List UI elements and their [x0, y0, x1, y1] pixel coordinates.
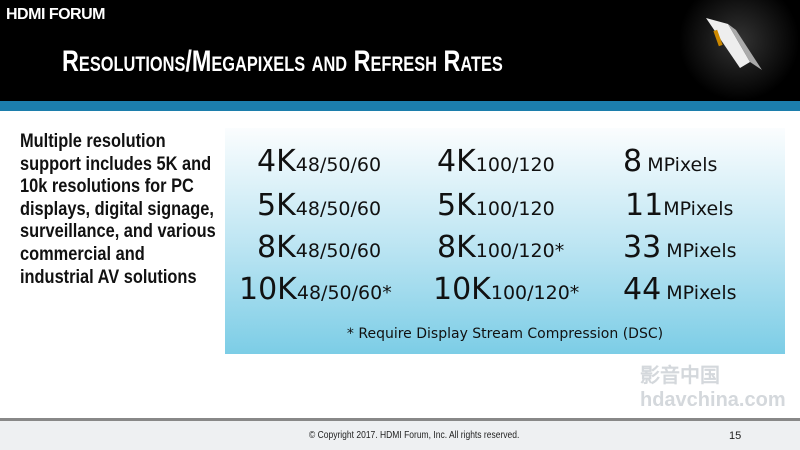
brand-logo-text: HDMI FORUM: [6, 6, 105, 23]
resolution-cell: 10K100/120*: [433, 272, 579, 312]
megapixels-value: 8: [623, 144, 643, 179]
footer: © Copyright 2017. HDMI Forum, Inc. All r…: [0, 421, 800, 450]
table-row: 8K48/50/60 8K100/120* 33 MPixels: [225, 230, 785, 272]
refresh-rates: 48/50/60: [295, 154, 382, 176]
accent-bar: [0, 101, 800, 111]
resolution: 4K: [437, 144, 476, 179]
dsc-footnote: * Require Display Stream Compression (DS…: [346, 326, 664, 342]
megapixels-unit: MPixels: [663, 198, 734, 220]
resolution-cell: 8K48/50/60: [257, 230, 381, 270]
refresh-rates: 100/120*: [475, 240, 565, 262]
resolution: 8K: [437, 230, 476, 265]
resolution: 5K: [257, 188, 296, 223]
page-number: 15: [729, 430, 742, 442]
watermark: 影音中国 hdavchina.com: [640, 365, 786, 411]
table-row: 4K48/50/60 4K100/120 8 MPixels: [225, 144, 785, 186]
header: HDMI FORUM Resolutions/Megapixels and Re…: [0, 0, 800, 101]
description-text: Multiple resolution support includes 5K …: [20, 130, 216, 288]
refresh-rates: 48/50/60*: [296, 282, 392, 304]
refresh-rates: 100/120*: [490, 282, 580, 304]
resolution: 5K: [437, 188, 476, 223]
resolution: 10K: [433, 272, 491, 307]
hdmi-plug-image: [678, 0, 800, 101]
megapixels-cell: 11MPixels: [625, 188, 733, 228]
resolution: 8K: [257, 230, 296, 265]
megapixels-cell: 44 MPixels: [623, 272, 737, 312]
megapixels-cell: 8 MPixels: [623, 144, 717, 184]
footer-divider: [0, 418, 800, 421]
megapixels-value: 33: [623, 230, 662, 265]
resolution-cell: 5K100/120: [437, 188, 555, 228]
resolution: 4K: [257, 144, 296, 179]
megapixels-unit: MPixels: [666, 282, 737, 304]
megapixels-cell: 33 MPixels: [623, 230, 737, 270]
resolution: 10K: [239, 272, 297, 307]
resolution-cell: 10K48/50/60*: [239, 272, 392, 312]
copyright: © Copyright 2017. HDMI Forum, Inc. All r…: [309, 430, 520, 441]
resolution-cell: 8K100/120*: [437, 230, 564, 270]
megapixels-value: 11: [625, 188, 664, 223]
table-row: 5K48/50/60 5K100/120 11MPixels: [225, 188, 785, 230]
megapixels-unit: MPixels: [666, 240, 737, 262]
megapixels-unit: MPixels: [647, 154, 718, 176]
refresh-rates: 48/50/60: [295, 198, 382, 220]
refresh-rates: 48/50/60: [295, 240, 382, 262]
resolution-cell: 5K48/50/60: [257, 188, 381, 228]
resolution-cell: 4K48/50/60: [257, 144, 381, 184]
table-row: 10K48/50/60* 10K100/120* 44 MPixels: [225, 272, 785, 314]
refresh-rates: 100/120: [475, 198, 555, 220]
resolution-table: 4K48/50/60 4K100/120 8 MPixels 5K48/50/60 5K…: [225, 128, 785, 354]
resolution-cell: 4K100/120: [437, 144, 555, 184]
megapixels-value: 44: [623, 272, 662, 307]
refresh-rates: 100/120: [475, 154, 555, 176]
slide-title: Resolutions/Megapixels and Refresh Rates: [62, 45, 503, 78]
